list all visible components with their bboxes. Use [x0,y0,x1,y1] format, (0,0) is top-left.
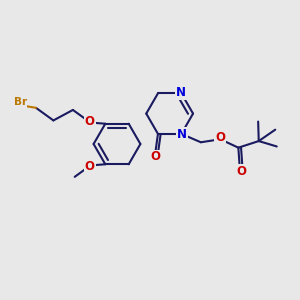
Text: O: O [236,165,246,178]
Text: Br: Br [14,97,27,107]
Text: O: O [85,160,95,173]
Text: O: O [150,151,160,164]
Text: O: O [215,131,225,144]
Text: O: O [85,115,95,128]
Text: N: N [177,128,187,141]
Text: N: N [176,86,186,99]
